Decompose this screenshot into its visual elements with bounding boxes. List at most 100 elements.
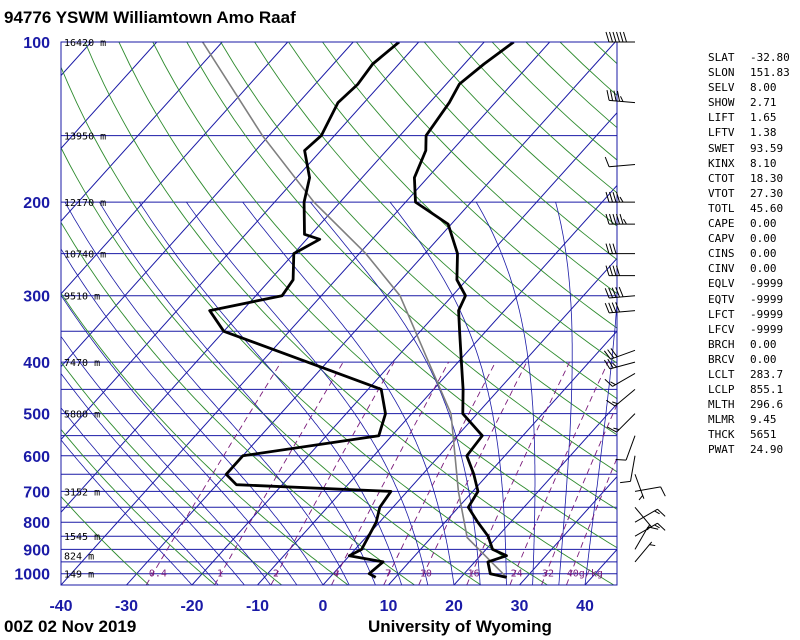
- isotherm-line: [61, 42, 420, 441]
- temperature-tick-label: -20: [180, 598, 203, 615]
- height-label: 824 m: [64, 552, 94, 563]
- wind-barb-feather: [616, 213, 620, 225]
- pressure-tick-label: 100: [23, 35, 50, 52]
- wind-barb: [604, 372, 636, 387]
- index-value: 296.6: [750, 398, 784, 412]
- isotherm-line: [61, 42, 354, 368]
- temperature-tick-label: -40: [49, 598, 72, 615]
- index-row: CAPE 0.00: [708, 216, 792, 231]
- temperature-tick-label: 20: [445, 598, 463, 615]
- parcel-path: [201, 42, 508, 578]
- index-name: CINV: [708, 262, 735, 276]
- mixing-ratio-line: [418, 361, 528, 585]
- height-label: 13950 m: [64, 132, 106, 143]
- wind-barb-feather: [610, 381, 616, 386]
- index-row: LCLT 283.7: [708, 367, 792, 382]
- wind-barb-feather: [607, 426, 617, 433]
- mixing-ratio-line: [145, 361, 282, 585]
- wind-barb-staff: [625, 435, 636, 461]
- dry-adiabat: [84, 42, 615, 585]
- dry-adiabat: [61, 221, 415, 585]
- index-row: LCLP 855.1: [708, 382, 792, 397]
- moist-adiabat: [186, 201, 429, 585]
- pressure-tick-label: 900: [23, 542, 50, 559]
- moist-adiabat: [61, 248, 324, 585]
- wind-barb: [604, 302, 636, 314]
- index-name: VTOT: [708, 186, 735, 200]
- dry-adiabat: [254, 42, 617, 400]
- mixing-ratio-label: 7: [385, 569, 391, 580]
- index-value: 855.1: [750, 383, 784, 397]
- index-name: LFTV: [708, 126, 735, 140]
- wind-barb-feather: [609, 90, 614, 101]
- wind-barb: [603, 348, 636, 360]
- isotherm-line: [453, 403, 617, 585]
- mixing-ratio-line: [214, 361, 344, 585]
- wind-barb: [604, 286, 636, 299]
- mixing-ratio-label: 40g/kg: [567, 569, 603, 580]
- wind-barb-feather: [615, 459, 627, 461]
- index-value: 2.71: [750, 96, 777, 110]
- mixing-ratio-line: [565, 457, 617, 585]
- wind-barb-feather: [654, 510, 660, 515]
- wind-barb-feather: [609, 213, 613, 225]
- dry-adiabat: [61, 428, 216, 585]
- wind-barb-staff: [610, 349, 636, 360]
- index-value: -32.80: [750, 51, 790, 64]
- temperature-tick-label: -30: [115, 598, 138, 615]
- mixing-ratio-line: [383, 361, 496, 585]
- wind-barb-feather: [619, 31, 624, 43]
- wind-barb-feather: [612, 401, 618, 405]
- wind-barb-feather: [613, 427, 620, 431]
- height-label: 9510 m: [64, 292, 100, 303]
- moist-adiabat: [64, 201, 350, 585]
- index-row: THCK 5651: [708, 427, 792, 442]
- moist-adiabat: [242, 201, 455, 585]
- index-row: CAPV 0.00: [708, 231, 792, 246]
- moist-adiabat: [389, 201, 507, 585]
- dry-adiabat: [61, 495, 150, 585]
- index-row: VTOT 27.30: [708, 186, 792, 201]
- index-row: MLMR 9.45: [708, 412, 792, 427]
- wind-barb-feather: [612, 243, 617, 254]
- moist-adiabat: [475, 201, 536, 585]
- isotherm-line: [191, 112, 617, 585]
- wind-barb: [605, 31, 635, 43]
- wind-barb-feather: [618, 286, 624, 297]
- dry-adiabat: [288, 42, 617, 364]
- moist-adiabat: [61, 294, 298, 585]
- moist-adiabat: [555, 201, 573, 585]
- index-name: SLON: [708, 66, 735, 80]
- index-row: BRCV 0.00: [708, 352, 792, 367]
- index-row: CINS 0.00: [708, 246, 792, 261]
- index-value: 0.00: [750, 217, 777, 231]
- index-name: EQLV: [708, 277, 735, 291]
- wind-barb-feather: [605, 243, 610, 254]
- wind-barb-feather: [660, 486, 666, 497]
- index-name: SHOW: [708, 96, 735, 110]
- index-row: LIFT 1.65: [708, 110, 792, 125]
- isotherm-line: [388, 330, 617, 585]
- moist-adiabat: [61, 439, 193, 585]
- wind-barb-feather: [611, 287, 617, 298]
- dry-adiabat: [322, 42, 617, 329]
- wind-barb-feather: [609, 191, 613, 203]
- index-value: 24.90: [750, 443, 784, 457]
- wind-barb: [605, 265, 635, 277]
- index-value: 0.00: [750, 352, 777, 366]
- isotherm-line: [61, 42, 289, 295]
- wind-barb-staff: [634, 474, 645, 499]
- wind-barb: [605, 191, 635, 203]
- wind-barb-staff: [609, 99, 636, 104]
- index-row: EQLV -9999: [708, 276, 792, 291]
- isotherm-line: [126, 42, 616, 585]
- pressure-tick-label: 500: [23, 407, 50, 424]
- height-label: 16420 m: [64, 38, 106, 49]
- mixing-ratio-line: [270, 361, 395, 585]
- index-row: MLTH 296.6: [708, 397, 792, 412]
- dry-adiabat: [152, 42, 617, 510]
- mixing-ratio-label: 0.4: [149, 569, 167, 580]
- temperature-tick-label: 40: [576, 598, 594, 615]
- index-name: SELV: [708, 81, 735, 95]
- wind-barb-feather: [604, 378, 613, 387]
